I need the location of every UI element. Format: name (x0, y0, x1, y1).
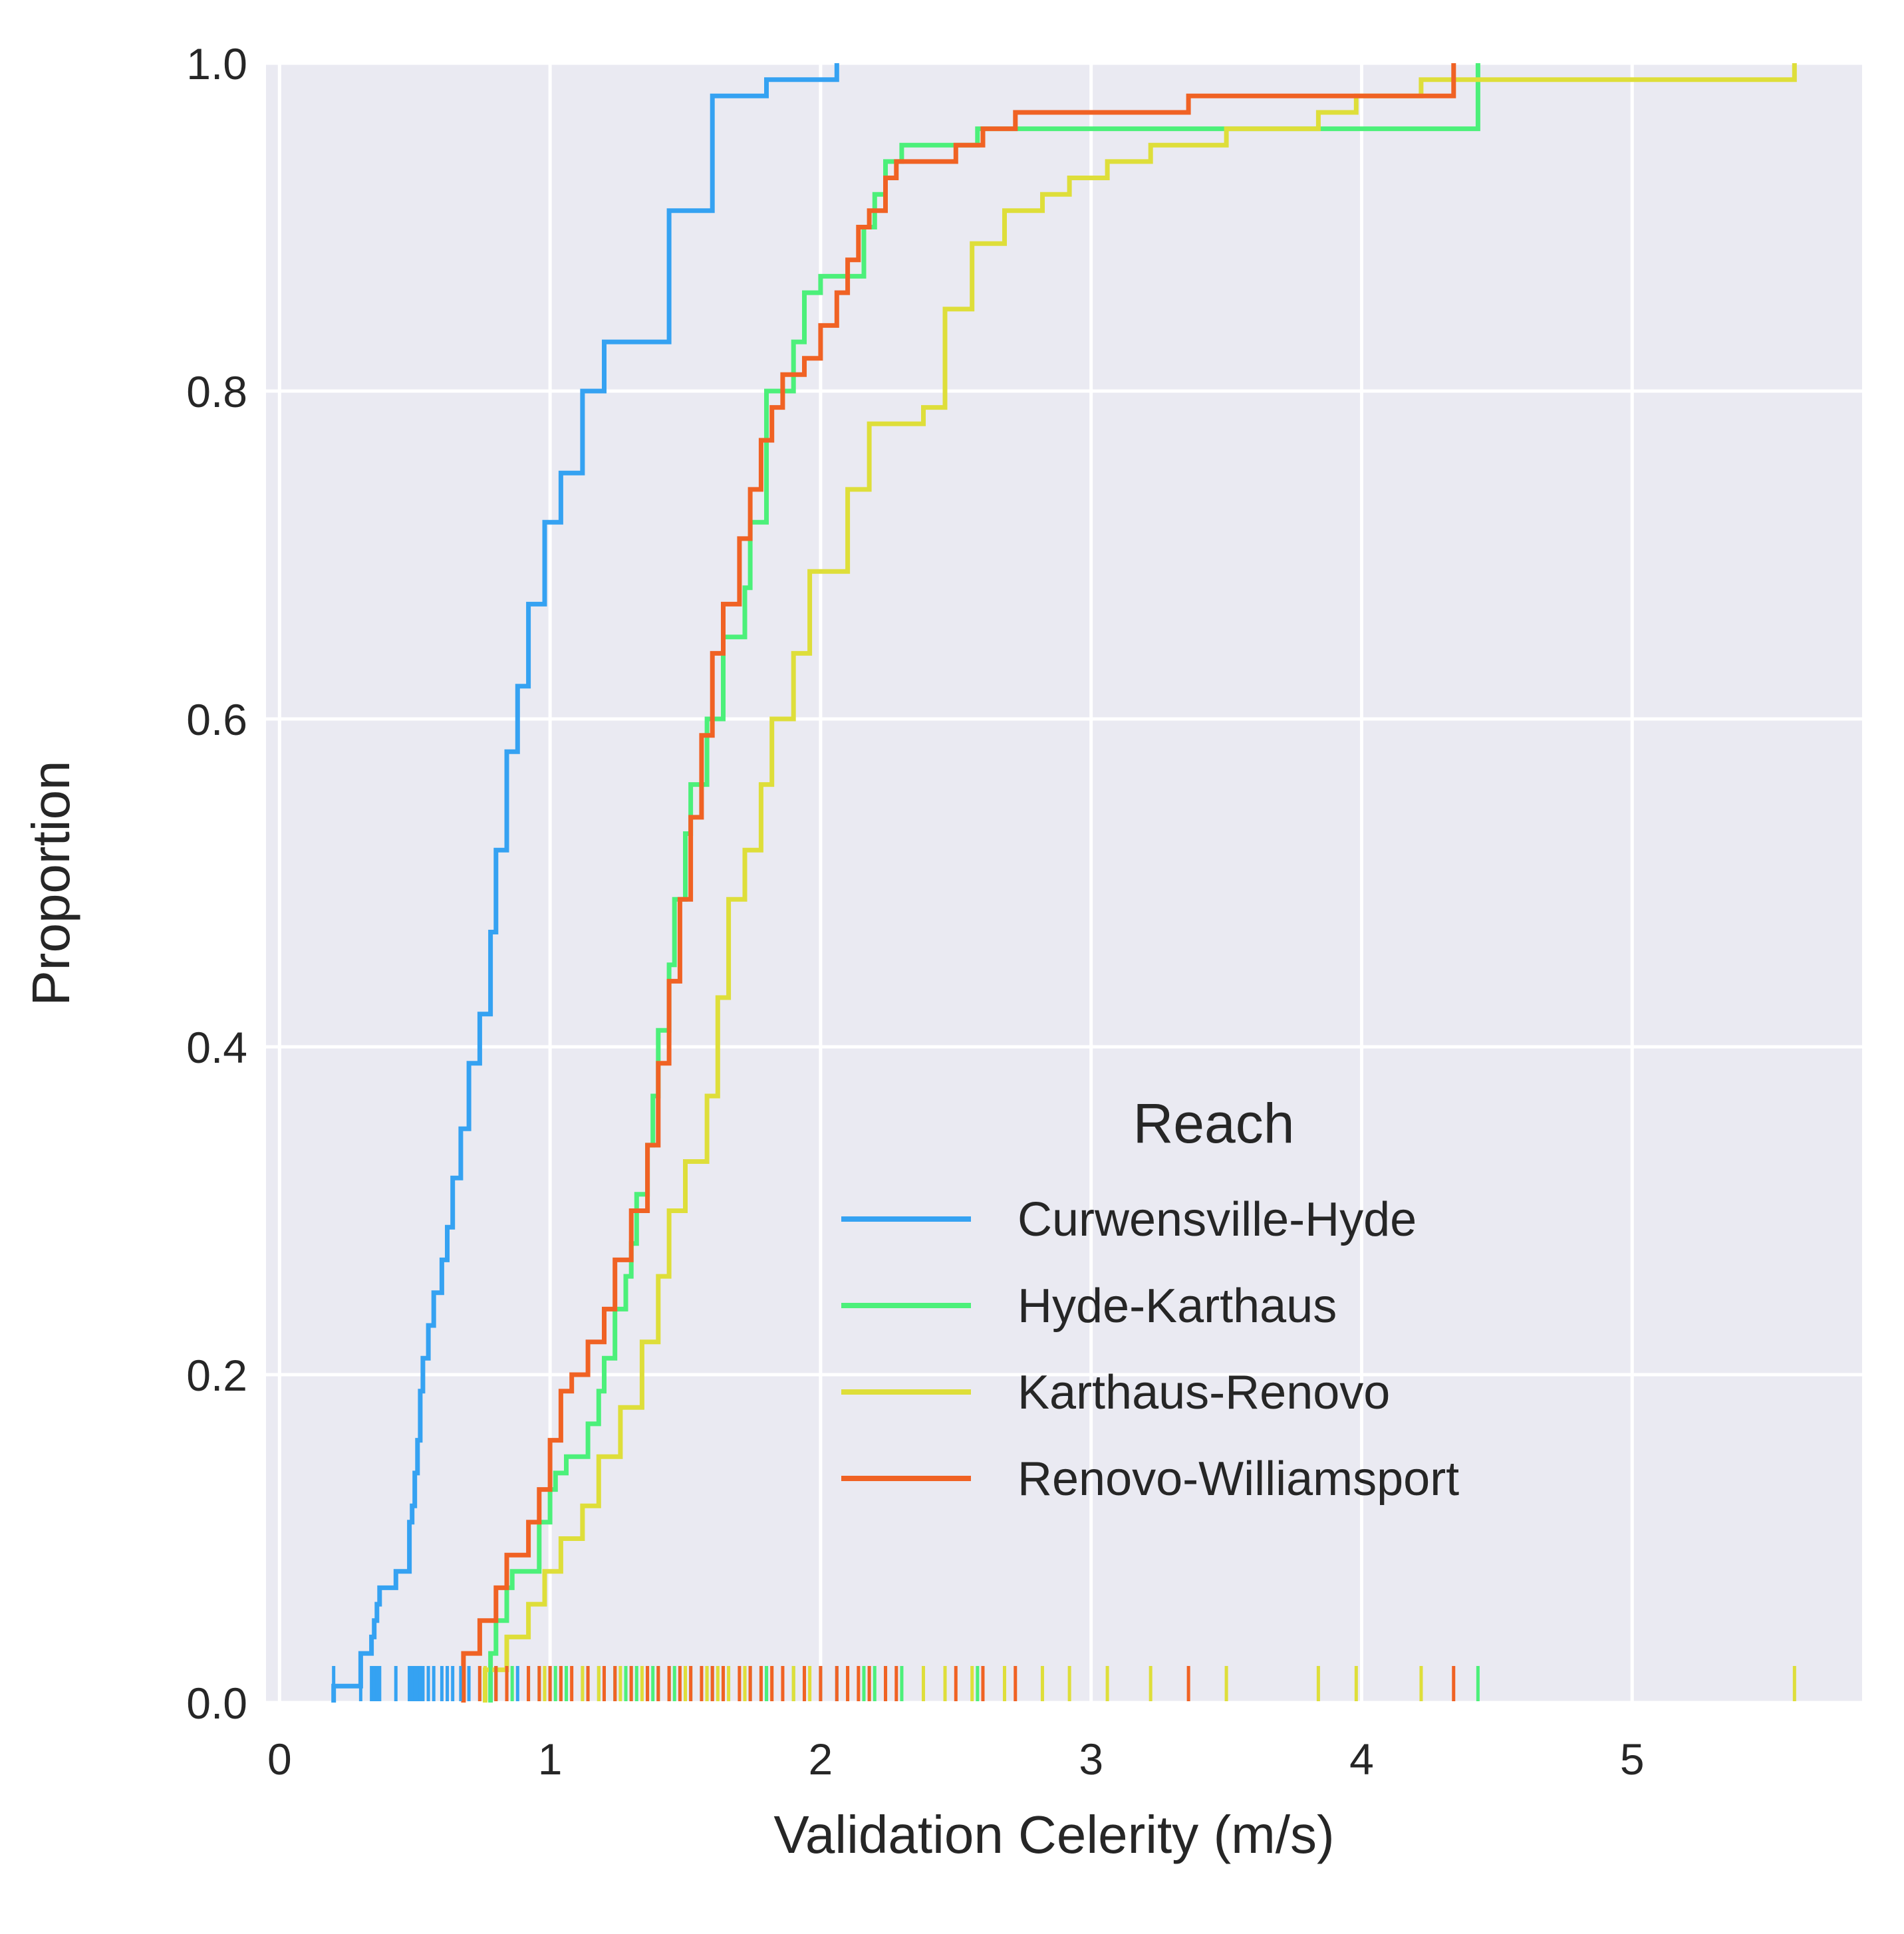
x-tick-label: 4 (1349, 1734, 1374, 1784)
legend-label: Renovo-Williamsport (1018, 1452, 1459, 1506)
y-tick-label: 0.0 (186, 1679, 247, 1728)
legend-label: Curwensville-Hyde (1018, 1193, 1417, 1246)
y-axis-ticks: 0.0 0.2 0.4 0.6 0.8 1.0 (186, 39, 266, 1728)
x-tick-label: 2 (809, 1734, 833, 1784)
plot-background (266, 63, 1862, 1703)
y-axis-label: Proportion (21, 760, 80, 1006)
y-tick-label: 1.0 (186, 39, 247, 88)
x-tick-label: 3 (1079, 1734, 1103, 1784)
legend-items: Curwensville-Hyde Hyde-Karthaus Karthaus-R… (841, 1193, 1459, 1506)
y-tick-label: 0.8 (186, 367, 247, 416)
series-line-curwensville-hyde (331, 63, 839, 1703)
y-tick-label: 0.6 (186, 695, 247, 744)
legend-label: Hyde-Karthaus (1018, 1280, 1337, 1333)
y-tick-label: 0.4 (186, 1023, 247, 1072)
legend: Reach Curwensville-Hyde Hyde-Karthaus Kart… (841, 1092, 1459, 1506)
series-line-hyde-karthaus (488, 63, 1480, 1703)
x-tick-label: 0 (267, 1734, 292, 1784)
x-tick-label: 5 (1620, 1734, 1645, 1784)
series-line-renovo-williamsport (461, 63, 1456, 1703)
rug-marks (332, 1666, 1796, 1701)
series-line-karthaus-renovo (483, 63, 1797, 1703)
x-axis-label: Validation Celerity (m/s) (773, 1805, 1334, 1864)
x-tick-label: 1 (538, 1734, 563, 1784)
y-tick-label: 0.2 (186, 1351, 247, 1400)
legend-label: Karthaus-Renovo (1018, 1366, 1390, 1419)
ecdf-series (331, 63, 1797, 1703)
x-axis-ticks: 0 1 2 3 4 5 (267, 1703, 1645, 1784)
legend-title: Reach (1133, 1092, 1295, 1155)
